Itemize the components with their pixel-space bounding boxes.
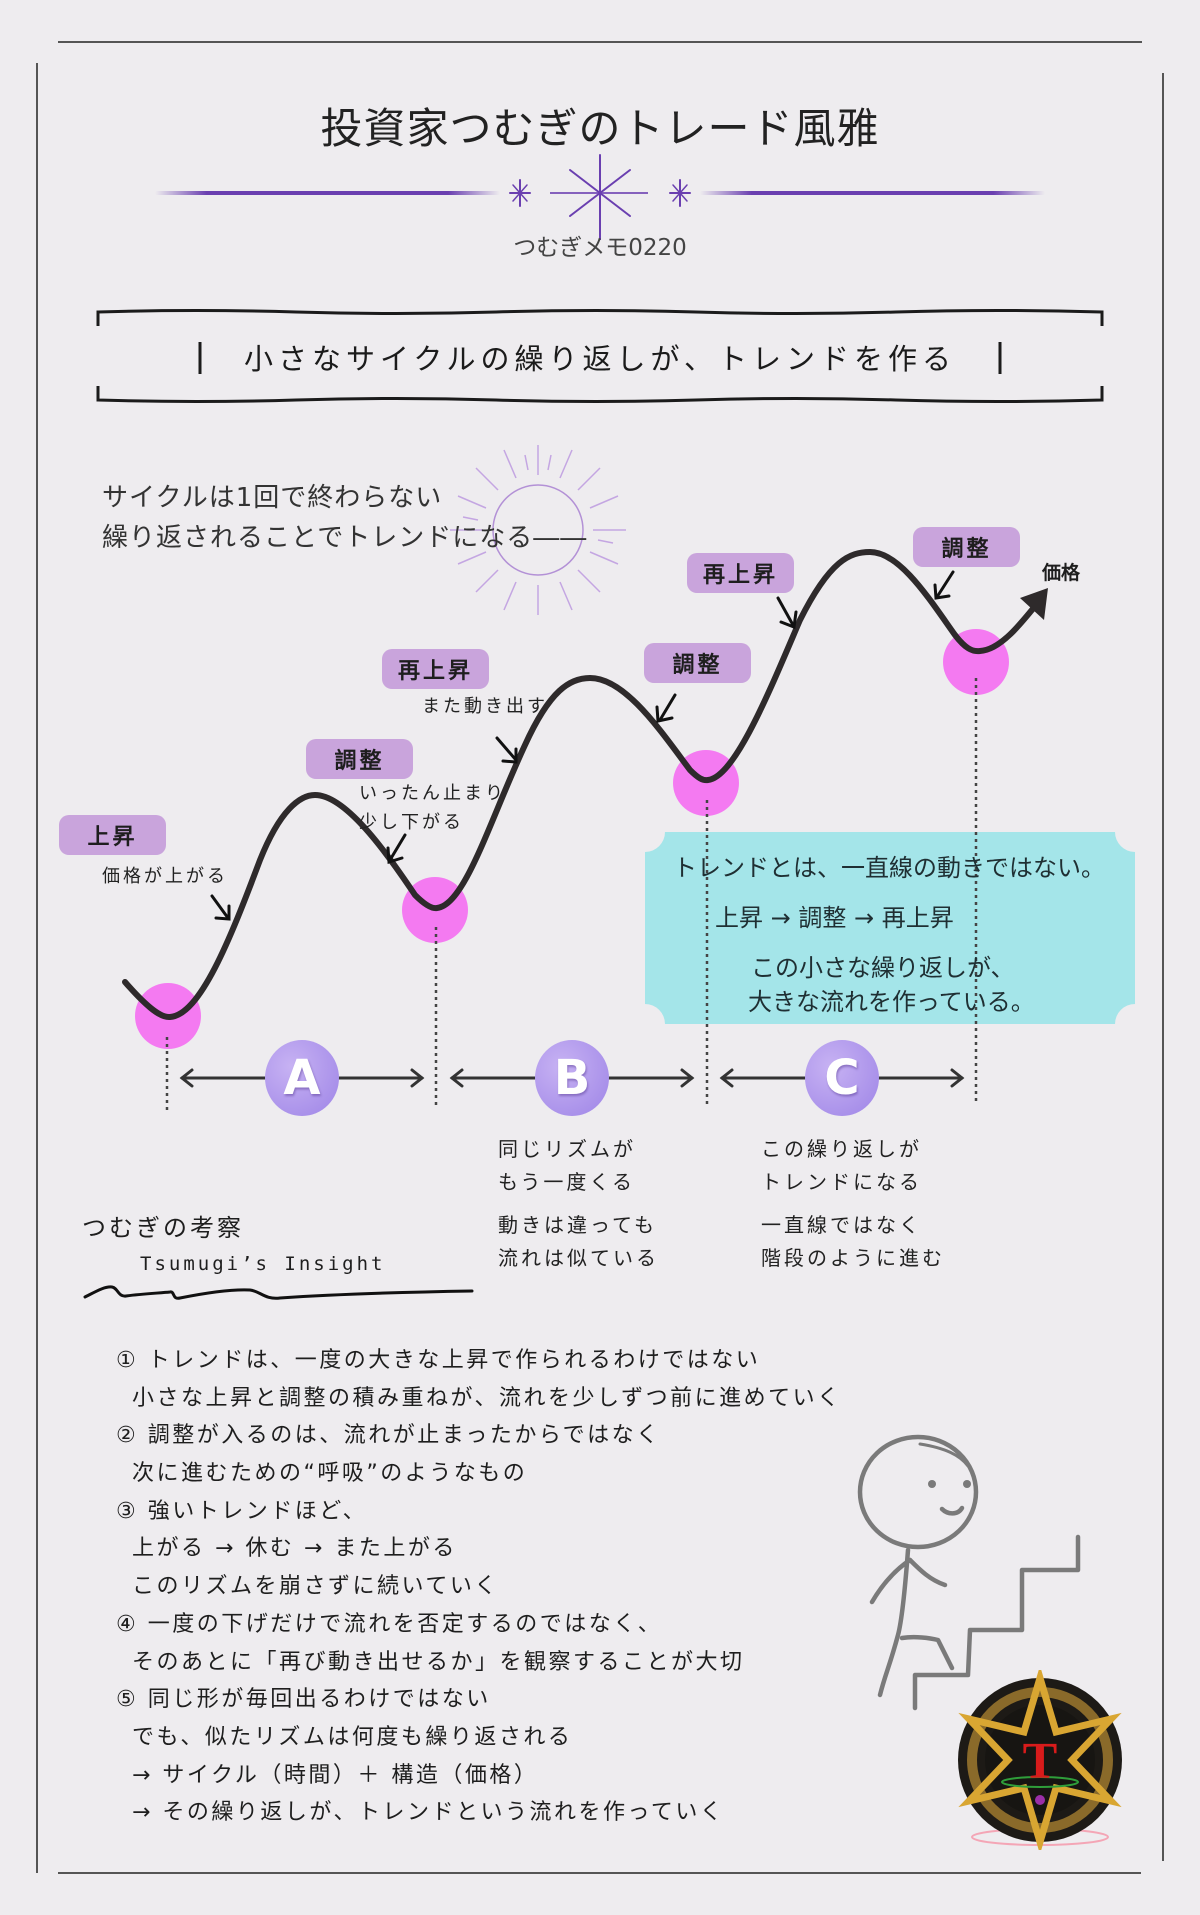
note-rise: 価格が上がる — [102, 866, 228, 887]
callout-line-2: 上昇 → 調整 → 再上昇 — [715, 904, 954, 932]
point-line: そのあとに「再び動き出せるか」を観察することが大切 — [132, 1649, 745, 1675]
price-axis-label: 価格 — [1042, 562, 1081, 584]
tag-adjust-2: 調整 — [644, 643, 751, 683]
frame-left-line — [36, 63, 38, 1873]
point-line: 小さな上昇と調整の積み重ねが、流れを少しずつ前に進めていく — [132, 1385, 842, 1411]
point-line: ① トレンドは、一度の大きな上昇で作られるわけではない — [116, 1348, 761, 1373]
intro-line-2: 繰り返されることでトレンドになる―― — [102, 523, 588, 553]
point-line: 上がる → 休む → また上がる — [132, 1536, 457, 1562]
sun-icon — [450, 445, 626, 615]
intro-line-1: サイクルは1回で終わらない — [102, 483, 443, 513]
banner-text: 小さなサイクルの繰り返しが、トレンドを作る — [244, 342, 956, 376]
phase-arrows — [179, 1040, 965, 1116]
logo-emblem: T — [958, 1670, 1122, 1850]
point-line: ④ 一度の下げだけで流れを否定するのではなく、 — [116, 1611, 663, 1637]
point-line: ② 調整が入るのは、流れが止まったからではなく — [116, 1423, 661, 1449]
insight-points: ① トレンドは、一度の大きな上昇で作られるわけではない 小さな上昇と調整の積み重… — [116, 1342, 842, 1832]
phase-badge-a: A — [283, 1050, 321, 1106]
tag-re-rise-2: 再上昇 — [687, 553, 794, 593]
frame-bottom-line — [58, 1872, 1141, 1874]
callout-bubble-shape — [645, 832, 1135, 1024]
frame-right-line — [1162, 73, 1164, 1861]
point-line: 次に進むための“呼吸”のようなもの — [132, 1461, 528, 1487]
insight-subtitle: Tsumugi’s Insight — [140, 1253, 386, 1275]
point-line: → サイクル（時間）＋ 構造（価格） — [132, 1762, 539, 1788]
price-arrowhead — [1020, 588, 1048, 620]
callout-line-3: この小さな繰り返しが、 — [751, 954, 1015, 982]
insight-title: つむぎの考察 — [82, 1214, 244, 1242]
phase-b-note-2: 動きは違っても 流れは似ている — [498, 1213, 659, 1270]
logo-letter: T — [1023, 1733, 1058, 1790]
memo-number: つむぎメモ0220 — [513, 235, 687, 261]
insight-underline — [83, 1285, 474, 1300]
note-adjust-1: いったん止まり 少し下がる — [359, 783, 506, 833]
page-title: 投資家つむぎのトレード風雅 — [320, 104, 880, 153]
phase-badge-b: B — [553, 1050, 591, 1106]
callout-line-4: 大きな流れを作っている。 — [748, 988, 1035, 1016]
phase-b-note-1: 同じリズムが もう一度くる — [498, 1137, 636, 1194]
stick-figure-stairs-illustration — [857, 1434, 1081, 1711]
point-line: ③ 強いトレンドほど、 — [116, 1498, 368, 1524]
cycle-chart — [122, 548, 1135, 1112]
intro-text: サイクルは1回で終わらない 繰り返されることでトレンドになる―― — [102, 478, 587, 558]
callout-line-1: トレンドとは、一直線の動きではない。 — [673, 854, 1105, 882]
tag-re-rise-1: 再上昇 — [382, 649, 489, 689]
note-re-rise-1: また動き出す — [422, 696, 548, 717]
phase-c-note-2: 一直線ではなく 階段のように進む — [761, 1213, 945, 1270]
headline-banner: 小さなサイクルの繰り返しが、トレンドを作る — [96, 308, 1104, 404]
tag-adjust-3: 調整 — [913, 527, 1020, 567]
point-line: でも、似たリズムは何度も繰り返される — [132, 1724, 573, 1750]
sparkle-divider — [155, 154, 1045, 240]
point-line: ⑤ 同じ形が毎回出るわけではない — [116, 1687, 491, 1713]
frame-top-line — [58, 41, 1142, 43]
tag-rise: 上昇 — [59, 815, 166, 855]
callout-box: トレンドとは、一直線の動きではない。 上昇 → 調整 → 再上昇 この小さな繰り… — [645, 832, 1135, 1024]
banner-frame — [96, 309, 1104, 403]
phase-c-note-1: この繰り返しが トレンドになる — [761, 1137, 922, 1194]
phase-badge-c: C — [824, 1050, 860, 1106]
tag-adjust-1: 調整 — [306, 739, 413, 779]
point-line: このリズムを崩さずに続いていく — [132, 1574, 499, 1600]
point-line: → その繰り返しが、トレンドという流れを作っていく — [132, 1800, 725, 1826]
